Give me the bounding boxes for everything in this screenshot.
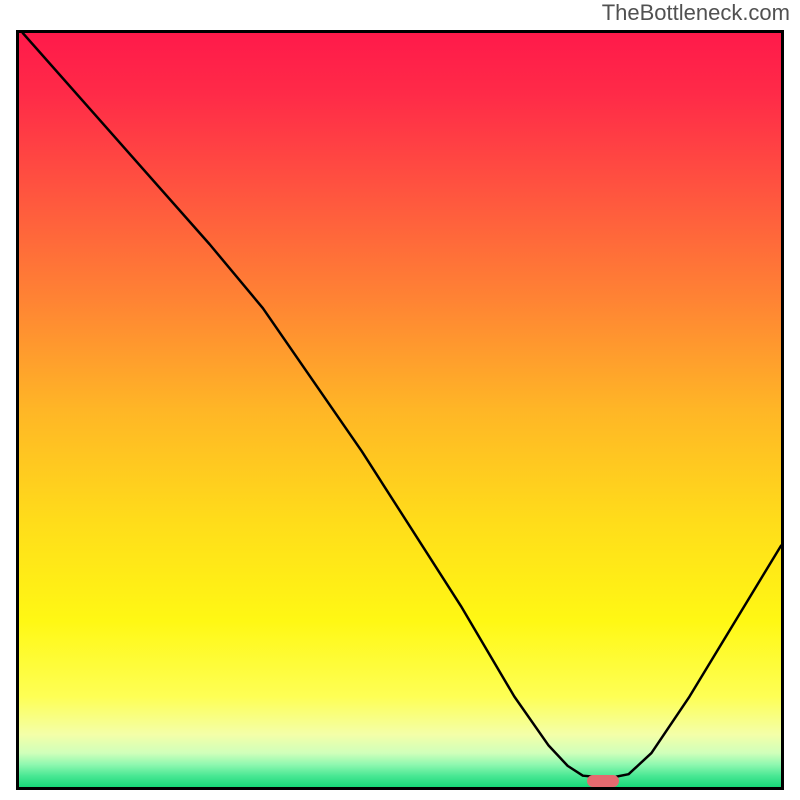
bottleneck-curve	[19, 33, 781, 787]
watermark-text: TheBottleneck.com	[602, 0, 790, 26]
optimal-marker	[587, 775, 619, 787]
bottleneck-chart	[16, 30, 784, 790]
